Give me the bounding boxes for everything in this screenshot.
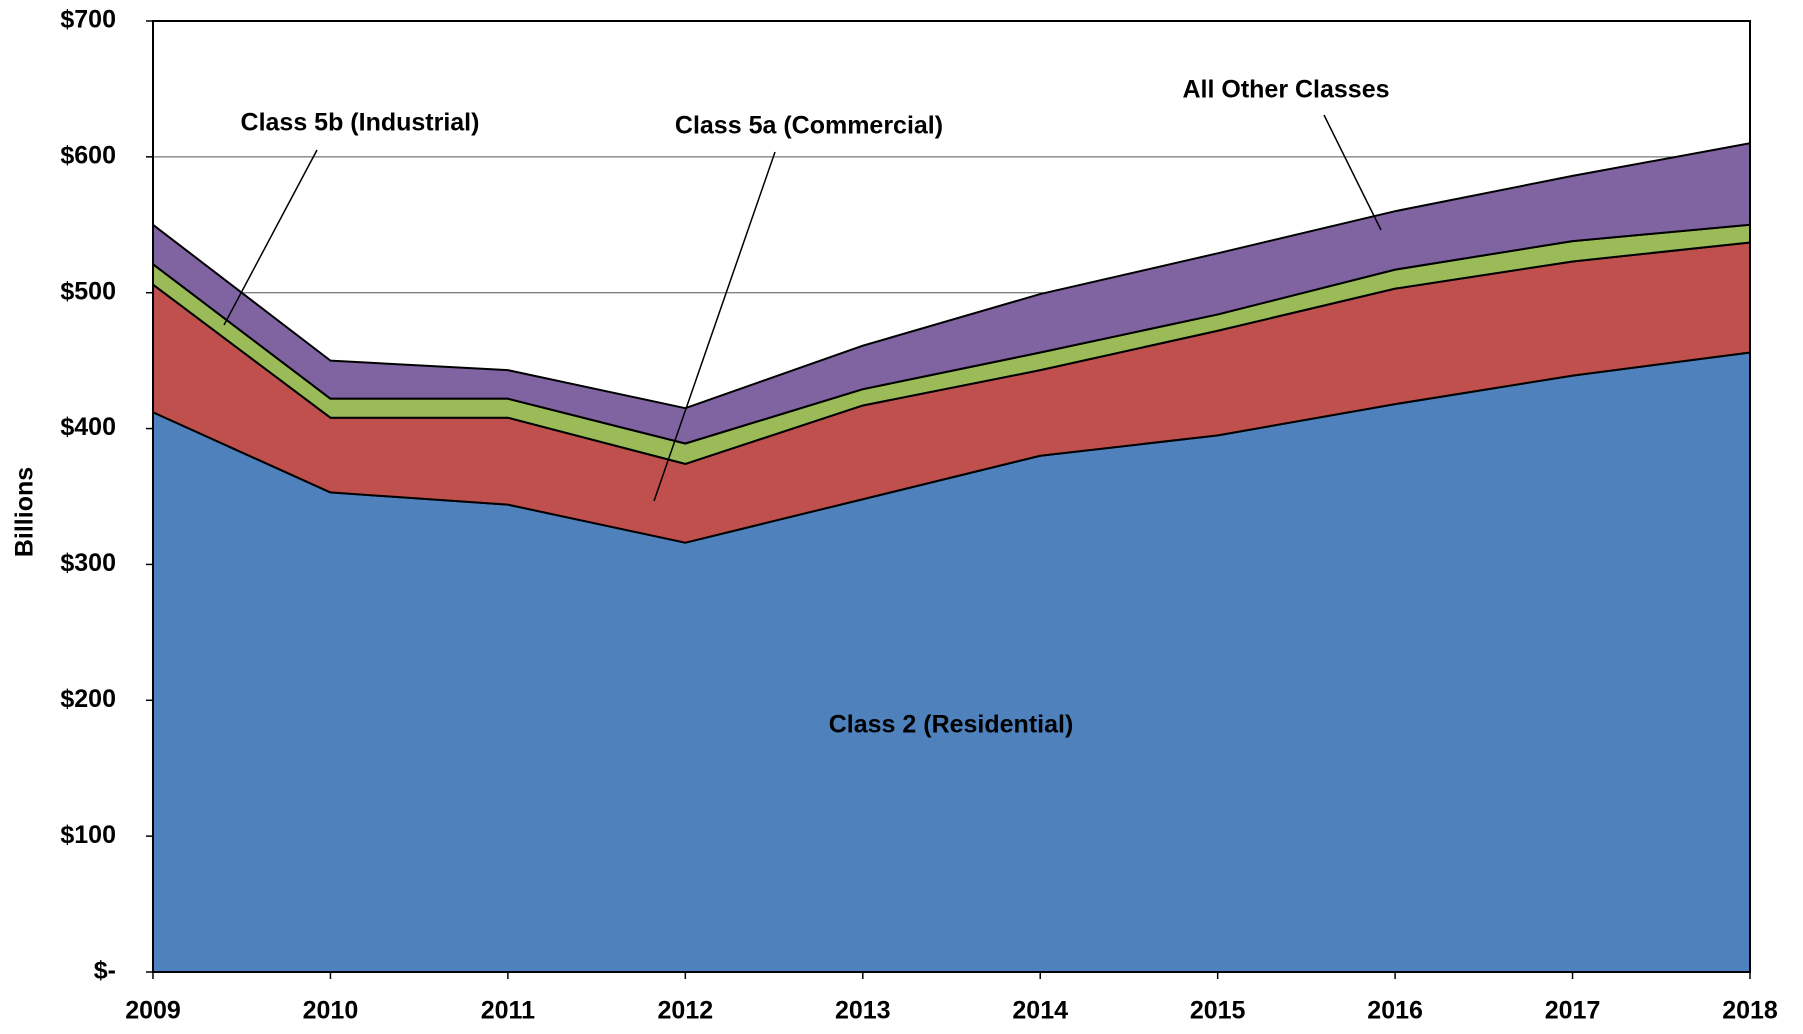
x-tick-label: 2016: [1367, 997, 1423, 1025]
y-tick-label: $200: [60, 685, 116, 713]
x-tick-label: 2014: [1012, 997, 1068, 1025]
x-tick-label: 2012: [658, 997, 714, 1025]
y-tick-label: $700: [60, 6, 116, 34]
leader-line: [1323, 114, 1382, 231]
y-tick-label: $400: [60, 413, 116, 441]
y-tick-label: $300: [60, 549, 116, 577]
series-label: All Other Classes: [1182, 76, 1389, 104]
y-tick-label: $100: [60, 821, 116, 849]
y-tick-label: $-: [94, 957, 116, 985]
series-label: Class 5a (Commercial): [675, 112, 943, 140]
series-label: Class 2 (Residential): [829, 711, 1074, 739]
y-tick-label: $600: [60, 141, 116, 169]
series-label: Class 5b (Industrial): [241, 109, 480, 137]
x-tick-label: 2009: [125, 997, 181, 1025]
leader-line: [653, 151, 776, 502]
x-tick-label: 2013: [835, 997, 891, 1025]
x-tick-label: 2017: [1545, 997, 1601, 1025]
y-tick-label: $500: [60, 277, 116, 305]
x-tick-label: 2018: [1722, 997, 1778, 1025]
x-tick-label: 2011: [481, 997, 535, 1025]
x-tick-label: 2015: [1190, 997, 1246, 1025]
leader-line: [223, 149, 318, 326]
y-axis-label: Billions: [11, 467, 39, 557]
plot-frame: [152, 20, 1751, 973]
x-tick-label: 2010: [303, 997, 359, 1025]
